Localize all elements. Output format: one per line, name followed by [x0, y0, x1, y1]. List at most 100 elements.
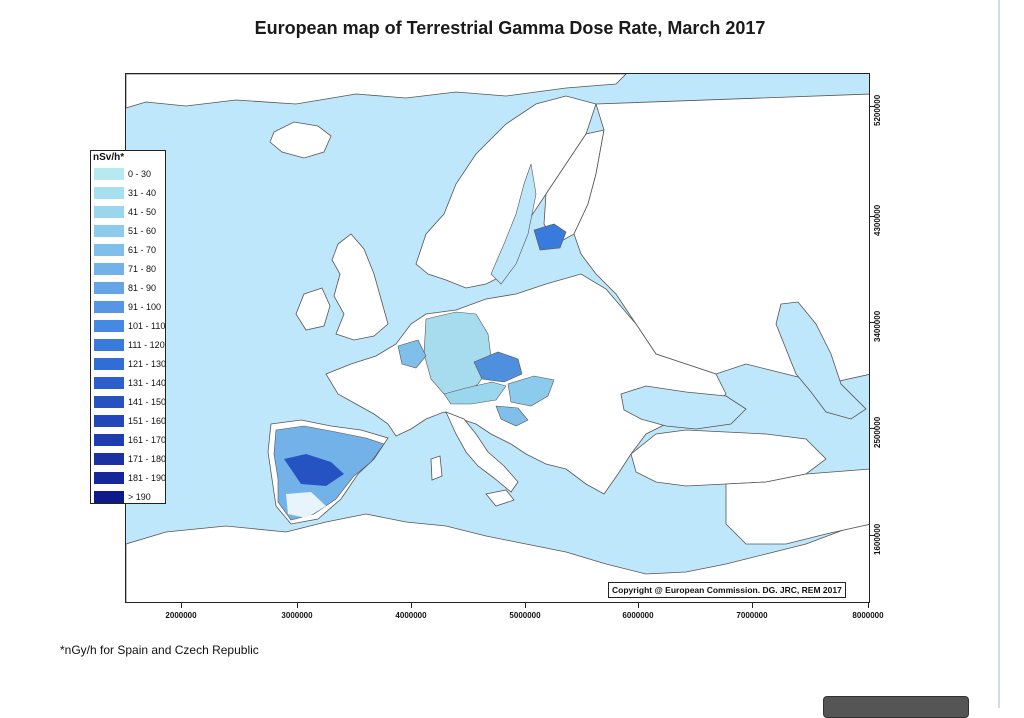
sicily-landmass — [485, 489, 515, 507]
legend-label: 41 - 50 — [128, 207, 157, 217]
x-tick-mark — [868, 603, 869, 608]
legend-label: > 190 — [128, 492, 151, 502]
legend-swatch — [94, 377, 124, 389]
legend-row: 31 - 40 — [94, 186, 164, 200]
spain-high-dose-zone — [284, 454, 344, 486]
legend-swatch — [94, 225, 124, 237]
legend-label: 111 - 120 — [128, 340, 165, 350]
legend-row: 181 - 190 — [94, 471, 167, 485]
baltic-sea — [490, 163, 537, 285]
legend-swatch — [94, 434, 124, 446]
bottom-right-button[interactable] — [823, 696, 969, 718]
legend-swatch — [94, 187, 124, 199]
legend-row: 91 - 100 — [94, 300, 164, 314]
map-title: European map of Terrestrial Gamma Dose R… — [254, 18, 766, 38]
legend-row: > 190 — [94, 490, 164, 504]
page-divider — [998, 0, 1000, 708]
middle-east-landmass — [725, 468, 869, 545]
italy-landmass — [445, 411, 519, 493]
legend-label: 0 - 30 — [128, 169, 152, 179]
legend-swatch — [94, 168, 124, 180]
legend-label: 81 - 90 — [128, 283, 157, 293]
legend-swatch — [94, 453, 124, 465]
x-tick-label: 2000000 — [165, 611, 197, 620]
legend-title: nSv/h* — [93, 152, 125, 163]
legend-label: 31 - 40 — [128, 188, 157, 198]
legend: nSv/h* 0 - 30 31 - 40 41 - 50 51 - 60 61 - 7… — [90, 150, 166, 504]
x-tick-label: 6000000 — [622, 611, 654, 620]
legend-row: 0 - 30 — [94, 167, 164, 181]
legend-label: 141 - 150 — [128, 397, 167, 407]
x-tick-label: 5000000 — [509, 611, 541, 620]
sardinia-landmass — [430, 455, 443, 481]
x-tick-label: 3000000 — [281, 611, 313, 620]
x-tick-label: 4000000 — [395, 611, 427, 620]
legend-row: 141 - 150 — [94, 395, 167, 409]
y-tick-label: 2500000 — [873, 416, 882, 448]
legend-row: 71 - 80 — [94, 262, 164, 276]
y-tick-label: 5200000 — [873, 94, 882, 126]
legend-label: 121 - 130 — [128, 359, 167, 369]
black-sea — [620, 385, 747, 430]
footnote: *nGy/h for Spain and Czech Republic — [60, 643, 259, 657]
czech-measured-area — [473, 351, 523, 383]
legend-row: 121 - 130 — [94, 357, 167, 371]
caspian-sea — [775, 301, 867, 420]
great-britain-landmass — [331, 233, 389, 341]
y-tick-mark — [870, 216, 875, 217]
y-tick-mark — [870, 322, 875, 323]
legend-swatch — [94, 491, 124, 503]
y-tick-mark — [870, 535, 875, 536]
x-tick-label: 7000000 — [736, 611, 768, 620]
croatia-measured-area — [495, 405, 529, 427]
legend-label: 71 - 80 — [128, 264, 157, 274]
legend-row: 41 - 50 — [94, 205, 164, 219]
legend-swatch — [94, 339, 124, 351]
hungary-measured-area — [507, 375, 555, 407]
y-tick-label: 1600000 — [873, 523, 882, 555]
legend-label: 51 - 60 — [128, 226, 157, 236]
legend-row: 161 - 170 — [94, 433, 167, 447]
x-tick-mark — [181, 603, 182, 608]
map-frame[interactable] — [125, 73, 870, 603]
europe-map — [126, 74, 869, 602]
legend-label: 101 - 110 — [128, 321, 166, 331]
legend-row: 81 - 90 — [94, 281, 164, 295]
austria-measured-area — [443, 381, 507, 405]
legend-row: 101 - 110 — [94, 319, 166, 333]
legend-row: 131 - 140 — [94, 376, 167, 390]
benelux-measured-area — [397, 339, 427, 369]
x-tick-label: 8000000 — [852, 611, 884, 620]
greenland-landmass — [126, 74, 627, 109]
y-tick-mark — [870, 106, 875, 107]
legend-row: 171 - 180 — [94, 452, 167, 466]
iceland-landmass — [269, 121, 332, 159]
estonia-measured-area — [533, 223, 567, 251]
legend-swatch — [94, 472, 124, 484]
legend-label: 61 - 70 — [128, 245, 157, 255]
x-tick-mark — [297, 603, 298, 608]
x-tick-mark — [752, 603, 753, 608]
legend-label: 131 - 140 — [128, 378, 167, 388]
legend-swatch — [94, 396, 124, 408]
legend-swatch — [94, 206, 124, 218]
legend-swatch — [94, 244, 124, 256]
legend-swatch — [94, 263, 124, 275]
y-tick-mark — [870, 428, 875, 429]
legend-swatch — [94, 282, 124, 294]
legend-label: 171 - 180 — [128, 454, 167, 464]
ireland-landmass — [295, 287, 331, 331]
x-tick-mark — [525, 603, 526, 608]
legend-row: 151 - 160 — [94, 414, 167, 428]
germany-measured-area — [423, 311, 493, 397]
legend-swatch — [94, 358, 124, 370]
y-tick-label: 4300000 — [873, 204, 882, 236]
legend-label: 91 - 100 — [128, 302, 162, 312]
legend-label: 161 - 170 — [128, 435, 167, 445]
legend-row: 51 - 60 — [94, 224, 164, 238]
copyright-label: Copyright @ European Commission. DG. JRC… — [608, 582, 846, 598]
legend-label: 181 - 190 — [128, 473, 167, 483]
legend-label: 151 - 160 — [128, 416, 167, 426]
x-tick-mark — [638, 603, 639, 608]
turkey-landmass — [630, 429, 827, 487]
